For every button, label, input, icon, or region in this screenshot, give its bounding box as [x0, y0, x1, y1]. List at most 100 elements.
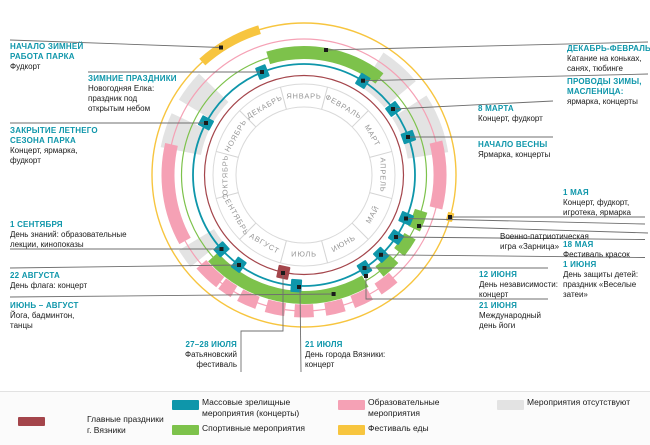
event-arc-edu	[218, 278, 238, 298]
event-arc-edu	[196, 259, 225, 288]
month-separator	[215, 150, 239, 158]
connector-dot	[364, 274, 368, 278]
no-events-wedge	[178, 73, 229, 122]
month-separator	[279, 240, 287, 264]
connector-dot	[361, 78, 365, 83]
callout-body-line: праздник под	[88, 94, 138, 103]
month-separator	[239, 222, 257, 240]
connector-dot	[331, 292, 336, 296]
connector-dot	[394, 235, 398, 239]
callout-connector	[9, 264, 240, 269]
callout-maslenitsa: ПРОВОДЫ ЗИМЫ, МАСЛЕНИЦА: ярмарка, концерты	[567, 77, 642, 107]
callout-body-line: Военно-патриотическая	[500, 232, 589, 241]
callout-body-line: затеи»	[563, 290, 588, 299]
month-label: ОКТЯБРЬ	[221, 155, 230, 195]
callout-dec-feb: ДЕКАБРЬ-ФЕВРАЛЬ Катание на коньках, санях,…	[567, 44, 650, 74]
no-events-wedge	[178, 228, 223, 267]
callout-body-line: День знаний: образовательные	[10, 230, 127, 239]
connector-dot	[219, 247, 224, 251]
connector-dot	[219, 45, 223, 50]
callout-title-line: 27–28 ИЮЛЯ	[185, 340, 237, 349]
month-separator	[321, 240, 329, 264]
month-separator	[351, 110, 369, 128]
callout-connector	[299, 287, 302, 373]
callout-title-line: ДЕКАБРЬ-ФЕВРАЛЬ	[567, 44, 650, 53]
callout-body-line: Международный	[479, 311, 542, 320]
event-marker-mass	[290, 278, 303, 293]
month-separator	[321, 86, 329, 110]
legend-label-sport: Спортивные мероприятия	[202, 423, 306, 433]
month-label: ЯНВАРЬ	[286, 92, 321, 101]
callout-summer-close: ЗАКРЫТИЕ ЛЕТНЕГО СЕЗОНА ПАРКА Концерт, ярм…	[10, 126, 98, 166]
event-arc-sport	[394, 232, 416, 257]
callout-body-line: Фестиваль красок	[563, 250, 630, 259]
callout-jul27: 27–28 ИЮЛЯ Фатьяновский фестиваль	[120, 340, 237, 370]
month-label: АПРЕЛЬ	[379, 158, 388, 193]
callout-connector	[380, 254, 646, 258]
event-arc-edu	[264, 299, 287, 317]
callout-body-line: Концерт, ярмарка,	[10, 146, 78, 155]
legend-label-mass: Массовые зрелищные мероприятия (концерты)	[202, 397, 300, 418]
legend-label-main: Главные праздники г. Вязники	[87, 414, 164, 435]
callout-title-line: 1 МАЯ	[563, 188, 589, 197]
callout-body-line: игротека, ярмарка	[563, 208, 632, 217]
callout-body-line: день йоги	[479, 321, 516, 330]
event-arc-sport	[266, 46, 384, 84]
callout-body-line: День защиты детей:	[563, 270, 639, 279]
connector-dot	[324, 48, 328, 52]
callout-body-line: танцы	[10, 321, 33, 330]
month-separator	[215, 192, 239, 200]
event-arc-edu	[350, 288, 374, 309]
callout-body-line: праздник «Веселые	[563, 280, 637, 289]
ring-main	[203, 74, 405, 276]
month-separator	[369, 150, 393, 158]
callout-zarnitsa: Военно-патриотическая игра «Зарница»	[500, 232, 589, 252]
callout-body-line: фудкорт	[10, 156, 41, 165]
callout-may18: 18 МАЯ Фестиваль красок	[563, 240, 630, 260]
legend-swatch-main	[18, 417, 45, 426]
callout-connector	[9, 293, 334, 298]
callout-connector	[395, 236, 646, 240]
no-events-wedge	[160, 113, 210, 156]
month-label: ИЮЛЬ	[291, 250, 317, 259]
callout-body-line: Катание на коньках,	[567, 54, 642, 63]
callout-connector	[365, 276, 548, 300]
callout-body-line: игра «Зарница»	[500, 242, 560, 251]
legend-swatch-food	[338, 425, 365, 435]
callout-title-line: РАБОТА ПАРКА	[10, 52, 75, 61]
callout-jul21: 21 ИЮЛЯ День города Вязники: концерт	[305, 340, 385, 370]
event-arc-edu	[161, 142, 191, 245]
month-separator	[369, 192, 393, 200]
callout-body-line: Новогодняя Елка:	[88, 84, 155, 93]
connector-dot	[417, 224, 421, 228]
month-separator	[239, 110, 257, 128]
ring-mass	[192, 63, 416, 287]
connector-dot	[379, 252, 383, 257]
callout-connector	[405, 218, 646, 225]
callout-body-line: концерт	[305, 360, 335, 369]
callout-title-line: 22 АВГУСТА	[10, 271, 60, 280]
callout-body-line: Йога, бадминтон,	[10, 311, 75, 320]
callout-body-line: День города Вязники:	[305, 350, 386, 359]
inner-circle	[235, 106, 373, 244]
callout-title-line: ЗАКРЫТИЕ ЛЕТНЕГО	[10, 126, 98, 135]
callout-title-line: МАСЛЕНИЦА:	[567, 87, 624, 96]
callout-body-line: День независимости:	[479, 280, 558, 289]
callout-title-line: 1 ИЮНЯ	[563, 260, 597, 269]
callout-jun21: 21 ИЮНЯ Международный день йоги	[479, 301, 541, 331]
connector-dot	[362, 266, 367, 270]
event-arc-sport	[375, 254, 399, 277]
month-separator	[351, 222, 369, 240]
callout-body-line: Концерт, фудкорт,	[563, 198, 630, 207]
callout-connector	[418, 225, 649, 234]
callout-spring: НАЧАЛО ВЕСНЫ Ярмарка, концерты	[478, 140, 550, 160]
callout-connector	[325, 41, 649, 51]
callout-body-line: Ярмарка, концерты	[478, 150, 551, 159]
callout-title-line: 8 МАРТА	[478, 104, 514, 113]
event-arc-sport	[408, 208, 428, 232]
callout-title-line: НАЧАЛО ЗИМНЕЙ	[10, 42, 84, 51]
ring-food	[151, 22, 457, 328]
callout-aug22: 22 АВГУСТА День флага: концерт	[10, 271, 87, 291]
connector-dot	[260, 70, 264, 74]
